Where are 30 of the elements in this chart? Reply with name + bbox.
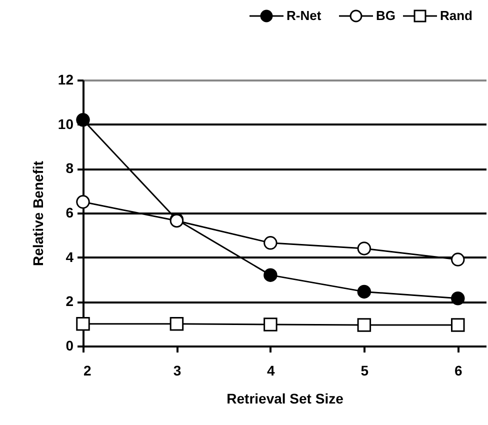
x-tick-label: 4	[267, 362, 276, 378]
point	[451, 318, 465, 332]
x-tick-label: 6	[454, 362, 462, 378]
legend-label: Rand	[440, 8, 473, 23]
y-tick-label: 6	[66, 204, 74, 220]
point	[451, 252, 465, 266]
point	[76, 316, 90, 331]
y-tick-label: 10	[58, 116, 74, 132]
point	[451, 291, 465, 306]
y-tick-label: 4	[66, 248, 74, 265]
y-tick-label: 8	[66, 160, 74, 176]
point	[76, 113, 90, 127]
point	[357, 284, 372, 299]
legend-label: BG	[376, 8, 396, 23]
legend-label: R-Net	[286, 8, 322, 23]
point	[264, 236, 278, 250]
point	[357, 242, 372, 256]
y-tick-label: 0	[66, 338, 74, 354]
point	[264, 318, 278, 332]
point	[264, 268, 278, 282]
point	[76, 195, 90, 209]
point	[357, 318, 372, 332]
y-tick-label: 2	[66, 293, 74, 310]
y-tick-label: 12	[58, 72, 74, 88]
x-tick-label: 2	[84, 362, 92, 378]
x-tick-label: 5	[360, 362, 369, 378]
x-axis-title: Retrieval Set Size	[226, 390, 344, 406]
y-axis-title: Relative Benefit	[30, 160, 46, 266]
point	[170, 316, 184, 331]
x-tick-label: 3	[173, 362, 182, 378]
